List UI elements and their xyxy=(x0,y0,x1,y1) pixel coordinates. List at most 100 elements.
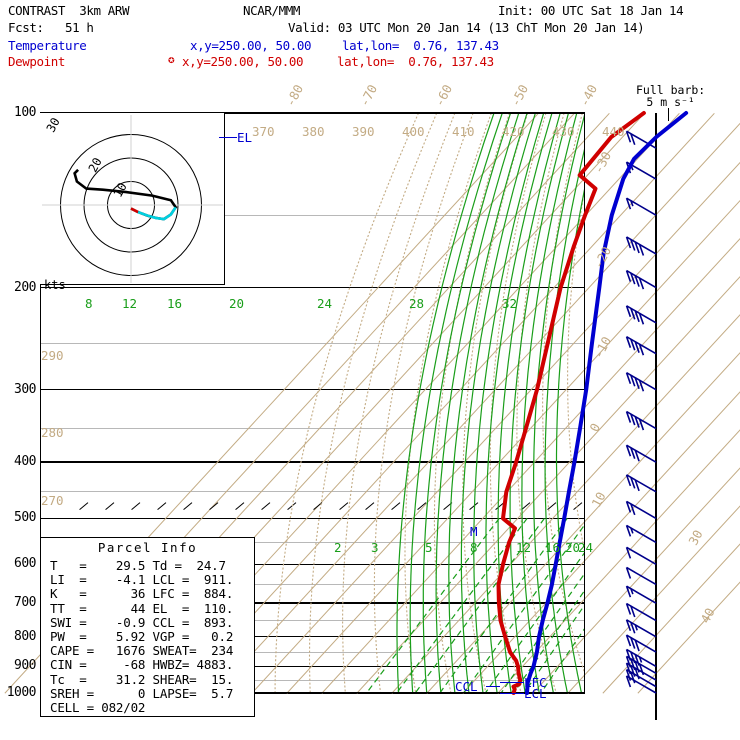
moist-adiabat-20 xyxy=(485,113,553,693)
pressure-label-1000: 1000 xyxy=(6,685,37,700)
level-line-el xyxy=(219,137,237,139)
wind-barb-350 xyxy=(625,410,657,431)
mixing-ratio-label-3: 3 xyxy=(371,540,379,555)
center-name: NCAR/MMM xyxy=(243,3,301,18)
mixing-ratio-label-5: 5 xyxy=(425,540,433,555)
wind-barb-260 xyxy=(625,335,657,356)
sounding-curve-dewpoint xyxy=(496,111,646,695)
dry-adiabat-250 xyxy=(342,113,456,693)
mixing-ratio-24 xyxy=(523,603,585,693)
parcel-info-row-4: SWI = -0.9 CCL = 893. xyxy=(50,614,234,630)
theta-left-label-270: 270 xyxy=(41,493,64,508)
mixing-ratio-label-16: 16 xyxy=(545,540,561,555)
wind-barb-850 xyxy=(625,634,657,653)
moist-adiabat-label-12: 12 xyxy=(122,296,138,311)
hodograph-panel xyxy=(40,113,225,285)
level-line-ccl xyxy=(486,686,500,688)
pressure-label-400: 400 xyxy=(14,454,36,470)
mixing-ratio-8 xyxy=(463,523,585,693)
wind-barb-900 xyxy=(625,648,657,668)
moist-adiabat-16 xyxy=(473,113,545,693)
dewpoint-xy: x,y=250.00, 50.00 xyxy=(182,54,304,69)
dry-adiabat-310 xyxy=(516,113,565,693)
temperature-latlon: lat,lon= 0.76, 137.43 xyxy=(342,38,499,53)
temperature-legend-label: Temperature xyxy=(8,38,87,53)
mixing-ratio-32 xyxy=(540,627,585,693)
pressure-label-600: 600 xyxy=(14,556,36,572)
wind-barb-legend-staff xyxy=(668,108,670,121)
parcel-info-row-2: K = 36 LFC = 884. xyxy=(50,586,234,602)
model-name: CONTRAST 3km ARW xyxy=(8,3,130,18)
dry-adiabat-260 xyxy=(373,113,474,693)
moist-adiabat-32 xyxy=(521,113,578,693)
parcel-info-row-6: CAPE = 1676 SWEAT= 234 xyxy=(50,643,234,659)
dewpoint-marker-icon: ✪ xyxy=(168,53,175,66)
parcel-info-row-5: PW = 5.92 VGP = 0.2 xyxy=(50,629,234,644)
moist-adiabat-36 xyxy=(533,113,585,693)
pressure-halfline-750 xyxy=(40,620,585,622)
wind-barb-150 xyxy=(625,197,657,216)
mixing-ratio-label-8: 8 xyxy=(470,540,478,555)
moist-adiabat--4 xyxy=(409,113,503,693)
wind-barb-450 xyxy=(625,474,657,493)
pressure-halfline-150 xyxy=(40,214,585,216)
theta-top-label-370: 370 xyxy=(252,124,275,139)
theta-top-label-410: 410 xyxy=(452,124,475,139)
level-label-ccl: CCL xyxy=(455,679,478,694)
mixing-ratio-label-12: 12 xyxy=(516,540,532,555)
pressure-line-800 xyxy=(40,636,585,638)
temperature-xy: x,y=250.00, 50.00 xyxy=(190,38,312,53)
dry-adiabat-330 xyxy=(567,184,585,557)
pressure-label-200: 200 xyxy=(14,279,36,295)
mixing-ratio-20 xyxy=(513,588,585,693)
wind-barb-550 xyxy=(625,524,657,544)
moist-adiabat-0 xyxy=(422,113,512,693)
theta-top-label-440: 440 xyxy=(602,124,625,139)
mixing-ratio-2 xyxy=(396,518,528,693)
parcel-info-box xyxy=(40,537,255,717)
pressure-line-300 xyxy=(40,389,585,391)
dry-adiabat-230 xyxy=(274,113,420,693)
parcel-info-row-0: T = 29.5 Td = 24.7 xyxy=(50,558,226,573)
mixing-ratio-12 xyxy=(484,551,585,693)
wind-barb-950 xyxy=(625,662,657,681)
pressure-halfline-450 xyxy=(40,491,585,493)
theta-top-label-380: 380 xyxy=(302,124,325,139)
pressure-label-300: 300 xyxy=(14,381,36,397)
theta-left-label-280: 280 xyxy=(41,425,64,440)
level-label-lfc: LFC xyxy=(524,675,547,690)
pressure-line-500 xyxy=(40,517,585,520)
parcel-info-row-8: Tc = 31.2 SHEAR= 15. xyxy=(50,671,234,687)
pressure-line-700 xyxy=(40,602,585,604)
wind-barb-axis xyxy=(655,113,657,720)
wind-barb-175 xyxy=(625,236,657,256)
wind-barb-800 xyxy=(625,619,657,638)
pressure-halfline-250 xyxy=(40,343,585,345)
hodograph-segment-surface xyxy=(130,207,139,214)
dewpoint-latlon: lat,lon= 0.76, 137.43 xyxy=(337,54,494,69)
pressure-label-800: 800 xyxy=(14,628,36,644)
hodograph-unit-label: kts xyxy=(44,278,66,292)
wind-barb-650 xyxy=(625,566,657,586)
wind-barb-300 xyxy=(625,372,657,392)
mixing-ratio-16 xyxy=(500,571,585,693)
theta-top-label-400: 400 xyxy=(402,124,425,139)
moist-adiabat-label-16: 16 xyxy=(167,296,183,311)
wind-barb-1000 xyxy=(625,675,657,694)
pressure-halfline-350 xyxy=(40,428,585,430)
dry-adiabat-320 xyxy=(542,113,585,676)
parcel-info-row-7: CIN = -68 HWBZ= 4883. xyxy=(50,657,234,673)
moist-adiabat-label-20: 20 xyxy=(229,296,245,311)
pressure-line-900 xyxy=(40,665,585,668)
level-label-el: EL xyxy=(237,130,253,145)
moist-adiabat-40 xyxy=(544,144,585,693)
wind-barb-legend-line2: 5 m s⁻¹ xyxy=(646,95,695,109)
wind-barb-500 xyxy=(625,500,657,520)
pressure-halfline-550 xyxy=(40,541,585,543)
moist-adiabat--8 xyxy=(396,113,495,693)
pressure-label-100: 100 xyxy=(14,105,36,120)
